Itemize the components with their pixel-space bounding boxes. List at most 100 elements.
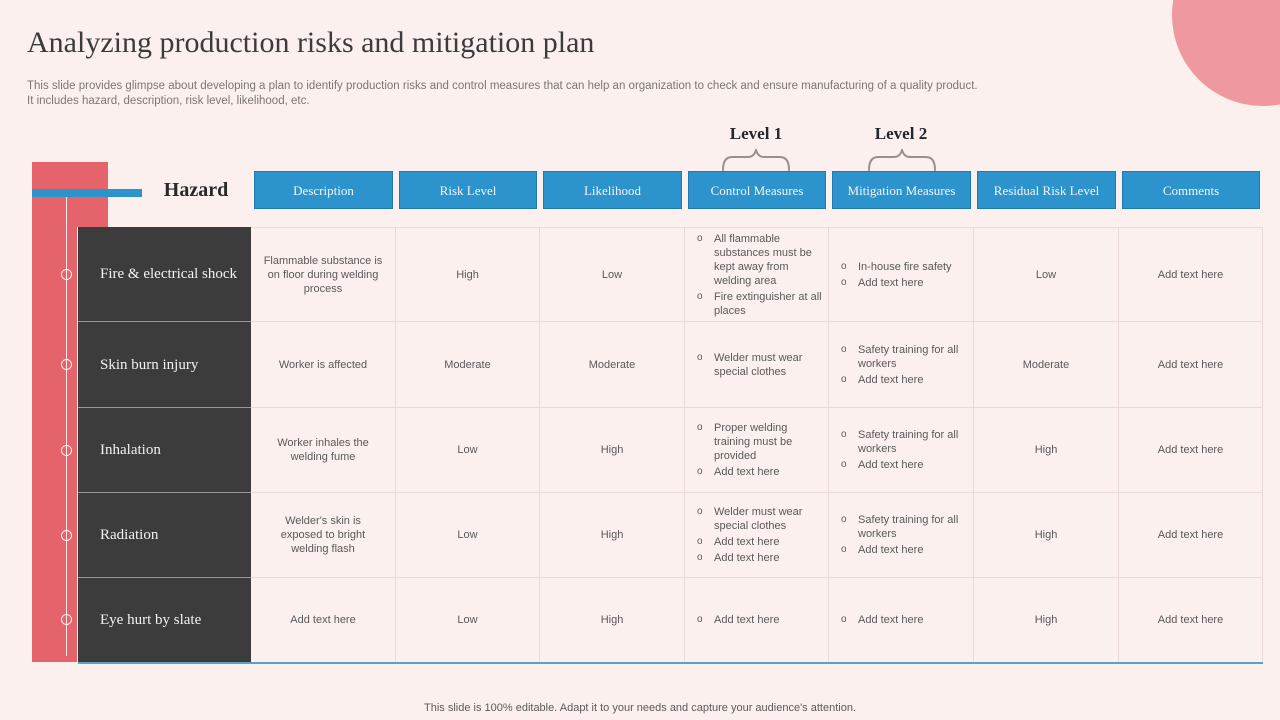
bullet-item: o Add text here <box>841 543 969 557</box>
bullet-text: Add text here <box>858 459 924 471</box>
table-row: Eye hurt by slate Add text here Low High… <box>78 578 1263 662</box>
subtitle-line-1: This slide provides glimpse about develo… <box>27 80 978 92</box>
bullet-text: Safety training for all workers <box>858 514 959 540</box>
bullet-marker-icon: o <box>697 290 703 302</box>
likelihood-cell[interactable]: High <box>540 578 685 662</box>
residual-risk-level-cell[interactable]: Moderate <box>974 322 1119 408</box>
bullet-item: o Welder must wear special clothes <box>697 351 824 379</box>
bullet-text: Welder must wear special clothes <box>714 351 803 378</box>
bullet-text: Add text here <box>714 466 780 478</box>
column-header-likelihood[interactable]: Likelihood <box>543 171 682 209</box>
column-header-comments[interactable]: Comments <box>1122 171 1260 209</box>
column-header-mitigation-measures[interactable]: Mitigation Measures <box>832 171 971 209</box>
comments-cell[interactable]: Add text here <box>1119 322 1263 408</box>
bullet-marker-icon: o <box>841 343 847 355</box>
bullet-item: o Welder must wear special clothes <box>697 505 824 533</box>
comments-cell[interactable]: Add text here <box>1119 227 1263 322</box>
control-measures-cell[interactable]: o All flammable substances must be kept a… <box>685 227 829 322</box>
mitigation-measures-cell[interactable]: o In-house fire safety o Add text here <box>829 227 974 322</box>
mitigation-measures-cell[interactable]: o Safety training for all workers o Add tex… <box>829 493 974 578</box>
bullet-marker-icon: o <box>841 373 847 385</box>
bullet-marker-icon: o <box>697 466 703 477</box>
control-measures-cell[interactable]: o Welder must wear special clothes <box>685 322 829 408</box>
table-row: Fire & electrical shock Flammable substa… <box>78 227 1263 322</box>
table-row: Radiation Welder's skin is exposed to br… <box>78 493 1263 578</box>
bullet-marker-icon: o <box>841 614 847 625</box>
bullet-marker-icon: o <box>841 276 847 288</box>
table-row: Inhalation Worker inhales the welding fu… <box>78 408 1263 493</box>
curly-brace-icon <box>722 149 790 171</box>
residual-risk-level-cell[interactable]: High <box>974 493 1119 578</box>
control-measures-cell[interactable]: o Proper welding training must be provide… <box>685 408 829 493</box>
page-title: Analyzing production risks and mitigatio… <box>27 26 595 59</box>
hazard-cell[interactable]: Inhalation <box>78 408 251 493</box>
risk-table: Fire & electrical shock Flammable substa… <box>78 227 1263 664</box>
description-cell[interactable]: Welder's skin is exposed to bright weldi… <box>251 493 396 578</box>
comments-cell[interactable]: Add text here <box>1119 493 1263 578</box>
bullet-text: Proper welding training must be provided <box>714 422 793 462</box>
corner-circle-decor <box>1172 0 1280 106</box>
mitigation-measures-cell[interactable]: o Safety training for all workers o Add tex… <box>829 408 974 493</box>
bullet-item: o Add text here <box>697 551 824 565</box>
risk-level-cell[interactable]: Low <box>396 493 540 578</box>
bullet-marker-icon: o <box>697 506 703 517</box>
slide-subtitle: This slide provides glimpse about develo… <box>27 79 1057 108</box>
hazard-pointer-bar <box>32 189 142 197</box>
bullet-text: Fire extinguisher at all places <box>714 290 822 317</box>
timeline-node <box>61 445 72 456</box>
bullet-item: o Add text here <box>697 613 824 627</box>
column-header-risk-level[interactable]: Risk Level <box>399 171 537 209</box>
bullet-text: In-house fire safety <box>858 260 952 273</box>
bullet-text: Add text here <box>858 544 924 556</box>
hazard-column-label: Hazard <box>163 179 229 201</box>
mitigation-measures-cell[interactable]: o Safety training for all workers o Add tex… <box>829 322 974 408</box>
column-header-residual-risk-level[interactable]: Residual Risk Level <box>977 171 1116 209</box>
residual-risk-level-cell[interactable]: High <box>974 408 1119 493</box>
bullet-item: o Add text here <box>697 465 824 479</box>
bullet-marker-icon: o <box>697 422 703 433</box>
risk-level-cell[interactable]: Moderate <box>396 322 540 408</box>
risk-level-cell[interactable]: Low <box>396 408 540 493</box>
timeline-node <box>61 614 72 625</box>
description-cell[interactable]: Flammable substance is on floor during w… <box>251 227 396 322</box>
residual-risk-level-cell[interactable]: Low <box>974 227 1119 322</box>
table-row: Skin burn injury Worker is affected Mode… <box>78 322 1263 408</box>
residual-risk-level-cell[interactable]: High <box>974 578 1119 662</box>
bullet-text: Add text here <box>714 552 780 564</box>
comments-cell[interactable]: Add text here <box>1119 408 1263 493</box>
mitigation-measures-cell[interactable]: o Add text here <box>829 578 974 662</box>
description-cell[interactable]: Worker inhales the welding fume <box>251 408 396 493</box>
level-2-label: Level 2 <box>874 124 928 143</box>
risk-level-cell[interactable]: Low <box>396 578 540 662</box>
bullet-item: o Add text here <box>841 613 969 627</box>
bullet-item: o All flammable substances must be kept a… <box>697 232 824 288</box>
likelihood-cell[interactable]: High <box>540 493 685 578</box>
footer-note: This slide is 100% editable. Adapt it to… <box>424 702 856 714</box>
likelihood-cell[interactable]: Moderate <box>540 322 685 408</box>
hazard-cell[interactable]: Radiation <box>78 493 251 578</box>
control-measures-cell[interactable]: o Welder must wear special clothes o Add te… <box>685 493 829 578</box>
likelihood-cell[interactable]: Low <box>540 227 685 322</box>
hazard-cell[interactable]: Skin burn injury <box>78 322 251 408</box>
description-cell[interactable]: Worker is affected <box>251 322 396 408</box>
column-header-description[interactable]: Description <box>254 171 393 209</box>
risk-level-cell[interactable]: High <box>396 227 540 322</box>
hazard-cell[interactable]: Fire & electrical shock <box>78 227 251 322</box>
column-header-control-measures[interactable]: Control Measures <box>688 171 826 209</box>
bullet-text: Safety training for all workers <box>858 429 959 455</box>
bullet-marker-icon: o <box>697 614 703 625</box>
control-measures-cell[interactable]: o Add text here <box>685 578 829 662</box>
bullet-item: o In-house fire safety <box>841 260 969 274</box>
bullet-marker-icon: o <box>841 459 847 470</box>
likelihood-cell[interactable]: High <box>540 408 685 493</box>
bullet-item: o Proper welding training must be provide… <box>697 421 824 463</box>
bullet-item: o Safety training for all workers <box>841 343 969 371</box>
bullet-marker-icon: o <box>841 544 847 555</box>
comments-cell[interactable]: Add text here <box>1119 578 1263 662</box>
bullet-text: Add text here <box>714 536 780 548</box>
description-cell[interactable]: Add text here <box>251 578 396 662</box>
bullet-marker-icon: o <box>841 514 847 525</box>
hazard-cell[interactable]: Eye hurt by slate <box>78 578 251 662</box>
subtitle-line-2: It includes hazard, description, risk le… <box>27 94 310 107</box>
